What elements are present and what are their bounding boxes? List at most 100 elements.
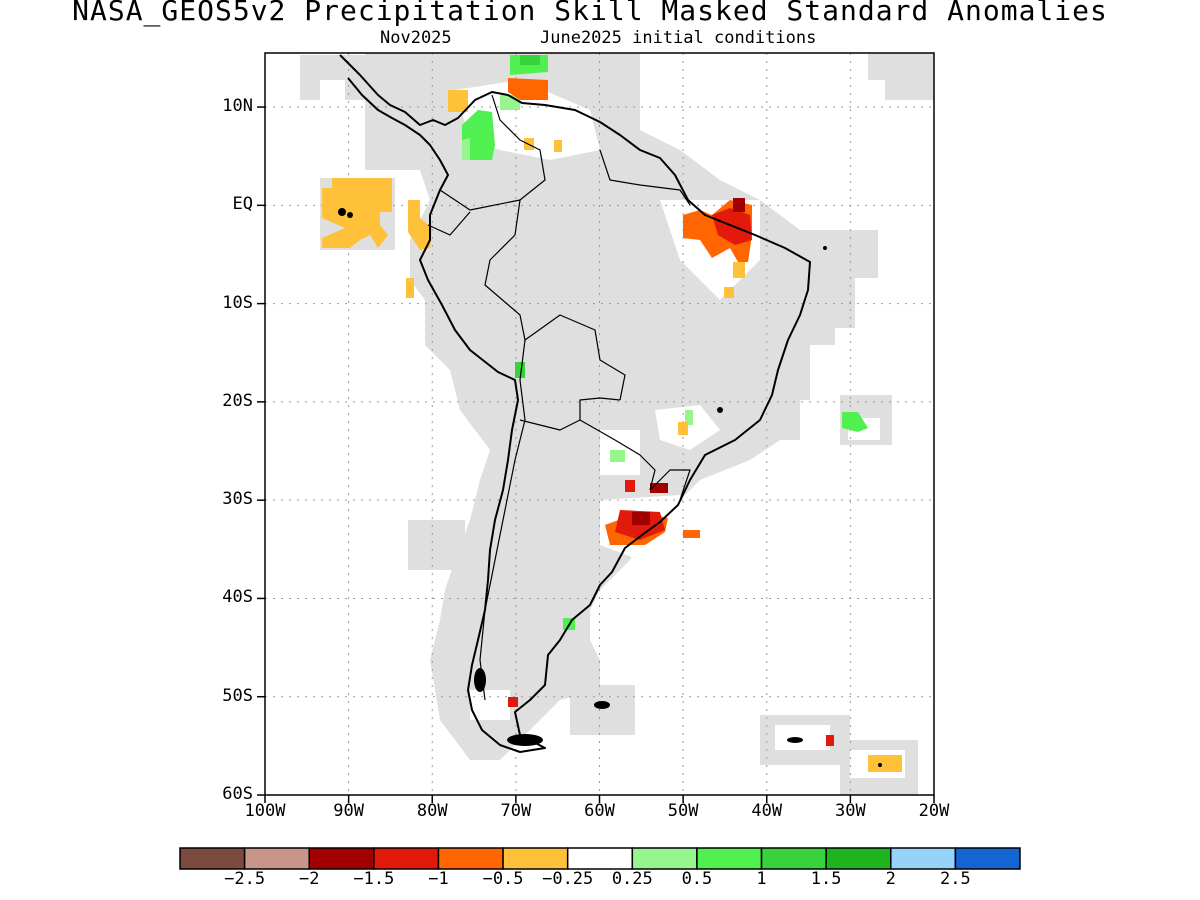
tierra-del-fuego xyxy=(507,734,543,746)
colorbar-swatch xyxy=(502,847,569,870)
colorbar-swatch xyxy=(437,847,504,870)
skill-mask-layer xyxy=(300,53,934,795)
lat-tick-label: 20S xyxy=(222,390,253,411)
lon-tick-label: 20W xyxy=(918,801,950,821)
lon-tick-label: 40W xyxy=(751,801,783,821)
border-ecuador-peru xyxy=(427,211,471,236)
colorbar-label: 1.5 xyxy=(810,869,842,889)
neutral-pacific-west xyxy=(320,80,345,100)
colorbar-label: −1 xyxy=(428,869,449,889)
falkland-islands xyxy=(594,701,610,709)
border-bolivia-brazil xyxy=(524,314,626,401)
mask-falklands-area xyxy=(570,685,635,735)
patch-patagonia-negative xyxy=(508,697,518,707)
colorbar-label: −0.25 xyxy=(542,869,594,889)
colorbar-label: −2 xyxy=(298,869,320,889)
lon-tick-label: 80W xyxy=(416,801,448,821)
border-brazil-peru xyxy=(484,234,526,381)
map-title: NASA_GEOS5v2 Precipitation Skill Masked … xyxy=(72,0,1108,27)
colorbar-swatch xyxy=(566,847,634,870)
colorbar xyxy=(179,847,1021,870)
neutral-patagonia xyxy=(470,690,510,720)
galapagos-island-2 xyxy=(347,212,353,218)
lon-tick-label: 90W xyxy=(333,801,364,821)
patch-parana-weak xyxy=(678,422,688,435)
sandwich-islands xyxy=(878,763,882,767)
colorbar-label: 0.5 xyxy=(681,869,713,889)
patch-parana-positive xyxy=(685,410,693,425)
colorbar-swatch xyxy=(179,847,246,870)
patch-piaui-weak xyxy=(724,287,734,298)
patch-paraguay-positive xyxy=(610,450,625,462)
colorbar-swatch xyxy=(760,847,827,870)
colorbar-swatch xyxy=(696,847,763,870)
border-guianas xyxy=(599,149,691,206)
patch-ecuador-negative xyxy=(408,200,432,250)
colorbar-label: 0.25 xyxy=(611,869,653,889)
lon-tick-label: 70W xyxy=(500,801,532,821)
lat-tick-label: 10S xyxy=(222,292,253,313)
border-paraguay xyxy=(579,419,656,491)
mask-south-america xyxy=(365,53,878,760)
patch-argentina-strong xyxy=(625,480,635,492)
patch-amazon-delta-core xyxy=(733,198,745,212)
colorbar-swatch xyxy=(825,847,892,870)
lon-tick-label: 50W xyxy=(667,801,699,821)
patch-atlantic-offshore xyxy=(683,530,700,538)
colorbar-swatch xyxy=(243,847,310,870)
lat-tick-label: 40S xyxy=(222,587,253,608)
mask-pacific-west xyxy=(408,520,465,570)
mask-atlantic-north xyxy=(868,53,934,100)
patch-galapagos-negative xyxy=(322,178,392,248)
galapagos-island xyxy=(338,208,346,216)
islands xyxy=(338,208,882,767)
colorbar-swatch xyxy=(373,847,440,870)
patch-colombia-light xyxy=(462,138,470,160)
lat-tick-label: 60S xyxy=(222,784,253,804)
lon-tick-label: 100W xyxy=(244,801,286,821)
patch-bolivia-positive xyxy=(515,362,525,378)
trinidade-island xyxy=(717,407,723,413)
country-borders xyxy=(427,94,691,701)
coastline xyxy=(339,54,811,753)
coastline-continent xyxy=(339,54,811,753)
colorbar-label: −0.5 xyxy=(482,869,524,889)
colorbar-label: −1.5 xyxy=(353,869,395,889)
patch-guiana-weak xyxy=(554,140,562,152)
patch-maranhao-weak xyxy=(733,262,745,278)
lat-tick-label: 30S xyxy=(222,489,253,510)
lat-tick-label: EQ xyxy=(232,194,253,215)
lon-tick-label: 60W xyxy=(584,801,615,821)
initial-conditions: June2025 initial conditions xyxy=(540,28,817,48)
patch-atlantic-positive xyxy=(842,412,868,432)
fernando-de-noronha xyxy=(823,246,827,250)
patch-caribbean-strong xyxy=(520,55,540,65)
mask-pacific-north xyxy=(300,55,365,100)
border-chile-argentina xyxy=(479,379,526,701)
axis-ticks xyxy=(257,106,935,803)
patch-la-plata-core xyxy=(632,512,650,525)
chiloe-islands xyxy=(474,668,486,692)
lon-tick-label: 30W xyxy=(835,801,866,821)
south-georgia-island xyxy=(787,737,803,743)
colorbar-swatch xyxy=(890,847,957,870)
patch-caribbean-negative xyxy=(448,90,468,112)
border-argentina-brazil xyxy=(649,469,691,501)
colorbar-label: 1 xyxy=(756,869,767,889)
border-bolivia-south xyxy=(519,397,621,431)
border-colombia-peru xyxy=(439,189,521,236)
colorbar-swatch xyxy=(631,847,698,870)
lat-tick-label: 50S xyxy=(222,685,253,706)
patch-peru-negative xyxy=(406,278,414,298)
lat-tick-label: 10N xyxy=(222,96,253,117)
patch-venezuela-negative xyxy=(508,78,548,100)
patch-colombia-positive xyxy=(462,110,495,160)
forecast-month: Nov2025 xyxy=(380,28,452,48)
colorbar-label: −2.5 xyxy=(224,869,266,889)
plot-area xyxy=(265,53,934,795)
border-colombia-venezuela xyxy=(491,94,546,201)
colorbar-swatch xyxy=(308,847,375,870)
patch-south-georgia-negative xyxy=(826,735,834,746)
colorbar-label: 2.5 xyxy=(940,869,971,889)
